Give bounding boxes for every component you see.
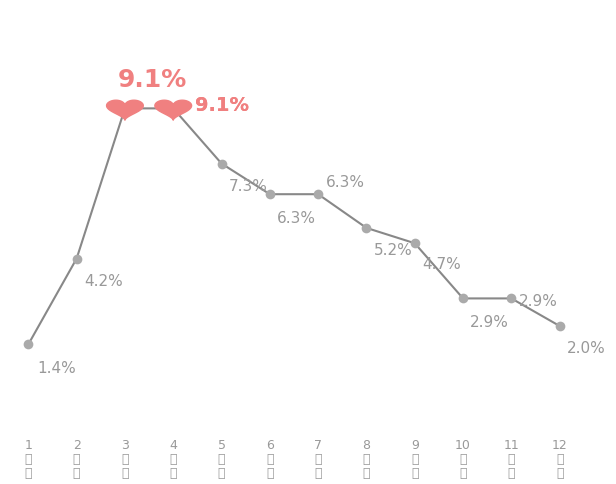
- Polygon shape: [107, 100, 144, 120]
- Text: 1.4%: 1.4%: [37, 361, 76, 376]
- Text: 6.3%: 6.3%: [277, 211, 316, 226]
- Text: 4.7%: 4.7%: [422, 257, 461, 272]
- Text: 2.9%: 2.9%: [519, 294, 557, 309]
- Text: 2.9%: 2.9%: [470, 315, 509, 330]
- Text: 7.3%: 7.3%: [229, 179, 268, 194]
- Text: 5.2%: 5.2%: [374, 243, 413, 258]
- Text: 9.1%: 9.1%: [118, 68, 187, 91]
- Polygon shape: [155, 100, 192, 120]
- Text: 2.0%: 2.0%: [567, 341, 606, 356]
- Text: 9.1%: 9.1%: [195, 96, 249, 115]
- Text: 6.3%: 6.3%: [325, 175, 365, 190]
- Text: 9.1%: 9.1%: [195, 96, 249, 115]
- Text: 4.2%: 4.2%: [84, 274, 123, 289]
